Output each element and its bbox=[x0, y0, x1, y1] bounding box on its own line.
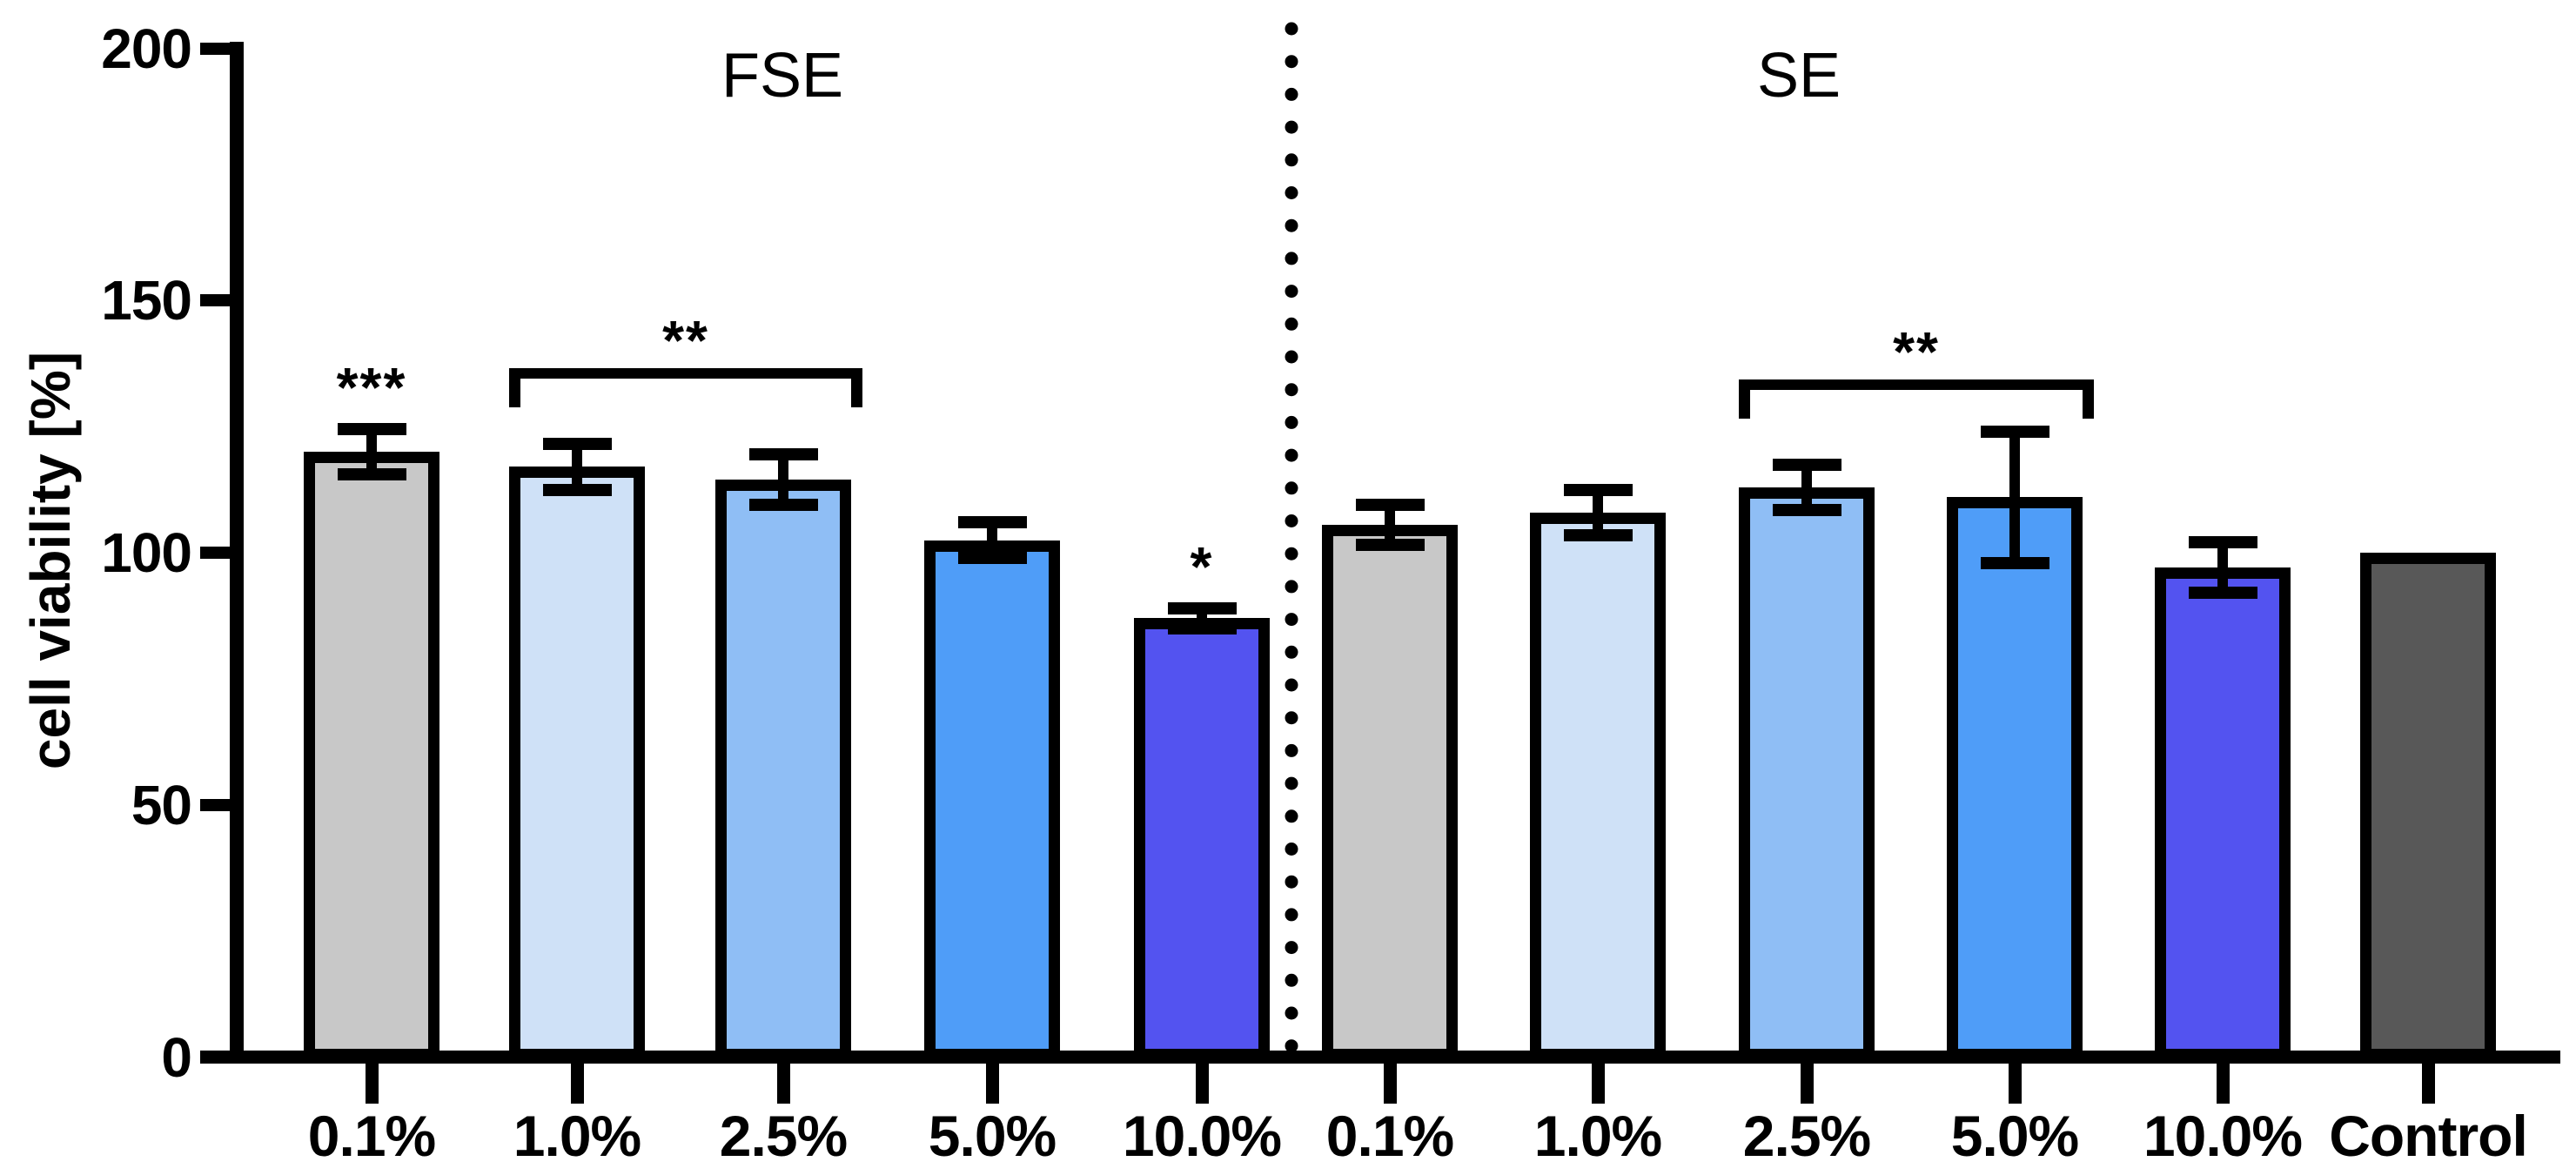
x-axis-tick-fse-10-0 bbox=[1195, 1060, 1209, 1104]
error-bar-cap-top-se-1-0 bbox=[1563, 483, 1633, 496]
error-bar-cap-top-fse-10-0 bbox=[1167, 601, 1237, 614]
error-bar-stem-se-5-0 bbox=[2009, 431, 2020, 563]
x-axis-tick-fse-0-1 bbox=[365, 1060, 379, 1104]
bracket-se-bar bbox=[1739, 379, 2094, 391]
y-axis-tick bbox=[200, 798, 230, 811]
y-axis-tick-label: 0 bbox=[161, 1025, 192, 1089]
x-axis-label-fse-5-0: 5.0% bbox=[928, 1104, 1057, 1168]
bar-se-0-1 bbox=[1322, 525, 1458, 1060]
bar-fse-0-1 bbox=[304, 452, 439, 1060]
x-axis-label-fse-2-5: 2.5% bbox=[719, 1104, 848, 1168]
x-axis-label-se-5-0: 5.0% bbox=[1950, 1104, 2079, 1168]
x-axis-tick-se-0-1 bbox=[1383, 1060, 1397, 1104]
error-bar-cap-bottom-se-10-0 bbox=[2188, 587, 2257, 600]
bar-se-control bbox=[2360, 553, 2496, 1060]
error-bar-stem-fse-1-0 bbox=[572, 444, 582, 490]
x-axis-label-fse-0-1: 0.1% bbox=[307, 1104, 436, 1168]
group-title-fse: FSE bbox=[721, 41, 844, 111]
y-axis-tick-label: 200 bbox=[101, 17, 192, 80]
error-bar-cap-top-se-5-0 bbox=[1980, 425, 2049, 438]
bracket-se-leg-left bbox=[1739, 379, 1750, 420]
error-bar-stem-fse-5-0 bbox=[987, 522, 997, 558]
x-axis-label-se-control: Control bbox=[2329, 1104, 2528, 1168]
bar-fse-1-0 bbox=[509, 467, 645, 1060]
bar-se-10-0 bbox=[2155, 567, 2291, 1060]
bar-se-1-0 bbox=[1530, 512, 1666, 1060]
x-axis-label-se-1-0: 1.0% bbox=[1533, 1104, 1662, 1168]
bracket-fse-bar bbox=[509, 368, 862, 379]
error-bar-cap-top-fse-2-5 bbox=[748, 447, 818, 460]
error-bar-stem-se-10-0 bbox=[2217, 542, 2228, 594]
significance-fse-0-1: *** bbox=[336, 356, 407, 420]
error-bar-cap-bottom-se-1-0 bbox=[1563, 528, 1633, 541]
x-axis-label-fse-1-0: 1.0% bbox=[513, 1104, 641, 1168]
error-bar-cap-bottom-fse-2-5 bbox=[748, 498, 818, 511]
error-bar-cap-bottom-fse-1-0 bbox=[542, 483, 612, 496]
error-bar-cap-bottom-fse-0-1 bbox=[337, 468, 406, 481]
x-axis-tick-se-1-0 bbox=[1591, 1060, 1605, 1104]
error-bar-stem-se-2-5 bbox=[1801, 464, 1812, 510]
error-bar-stem-fse-0-1 bbox=[366, 429, 377, 475]
x-axis-tick-fse-1-0 bbox=[570, 1060, 584, 1104]
error-bar-cap-top-se-10-0 bbox=[2188, 536, 2257, 549]
y-axis-tick-label: 50 bbox=[131, 773, 192, 836]
bar-fse-10-0 bbox=[1134, 618, 1270, 1060]
error-bar-cap-top-se-2-5 bbox=[1772, 458, 1841, 471]
y-axis-tick bbox=[200, 294, 230, 307]
x-axis-tick-se-5-0 bbox=[2008, 1060, 2022, 1104]
error-bar-stem-se-0-1 bbox=[1385, 504, 1395, 546]
x-axis-tick-se-control bbox=[2421, 1060, 2435, 1104]
group-title-se: SE bbox=[1756, 41, 1841, 111]
error-bar-cap-bottom-fse-10-0 bbox=[1167, 621, 1237, 634]
x-axis-tick-se-2-5 bbox=[1800, 1060, 1814, 1104]
bracket-fse-leg-right bbox=[851, 368, 862, 408]
error-bar-cap-top-fse-5-0 bbox=[957, 516, 1027, 529]
bracket-se-significance: ** bbox=[1893, 320, 1940, 384]
error-bar-cap-bottom-se-0-1 bbox=[1355, 539, 1425, 552]
bracket-fse-leg-left bbox=[509, 368, 520, 408]
x-axis-tick-se-10-0 bbox=[2216, 1060, 2230, 1104]
significance-fse-10-0: * bbox=[1190, 534, 1214, 598]
error-bar-cap-bottom-se-2-5 bbox=[1772, 503, 1841, 516]
bracket-se-leg-right bbox=[2083, 379, 2094, 420]
y-axis-tick bbox=[200, 547, 230, 559]
x-axis-tick-fse-5-0 bbox=[985, 1060, 999, 1104]
x-axis-tick-fse-2-5 bbox=[776, 1060, 790, 1104]
y-axis-tick-label: 150 bbox=[101, 269, 192, 332]
error-bar-cap-top-se-0-1 bbox=[1355, 498, 1425, 511]
error-bar-stem-se-1-0 bbox=[1593, 489, 1603, 535]
bar-se-5-0 bbox=[1947, 497, 2083, 1060]
x-axis-label-se-0-1: 0.1% bbox=[1325, 1104, 1454, 1168]
x-axis-label-fse-10-0: 10.0% bbox=[1122, 1104, 1282, 1168]
error-bar-cap-bottom-fse-5-0 bbox=[957, 551, 1027, 564]
bracket-fse-significance: ** bbox=[662, 309, 709, 373]
bar-fse-2-5 bbox=[715, 479, 851, 1060]
error-bar-cap-top-fse-0-1 bbox=[337, 423, 406, 436]
y-axis-tick-label: 100 bbox=[101, 521, 192, 584]
bar-fse-5-0 bbox=[924, 540, 1060, 1060]
error-bar-stem-fse-2-5 bbox=[778, 453, 788, 505]
error-bar-cap-bottom-se-5-0 bbox=[1980, 556, 2049, 569]
bar-se-2-5 bbox=[1739, 487, 1875, 1060]
x-axis-label-se-2-5: 2.5% bbox=[1742, 1104, 1871, 1168]
error-bar-cap-top-fse-1-0 bbox=[542, 438, 612, 451]
x-axis-label-se-10-0: 10.0% bbox=[2143, 1104, 2303, 1168]
y-axis-tick bbox=[200, 42, 230, 55]
y-axis-spine bbox=[230, 42, 244, 1064]
